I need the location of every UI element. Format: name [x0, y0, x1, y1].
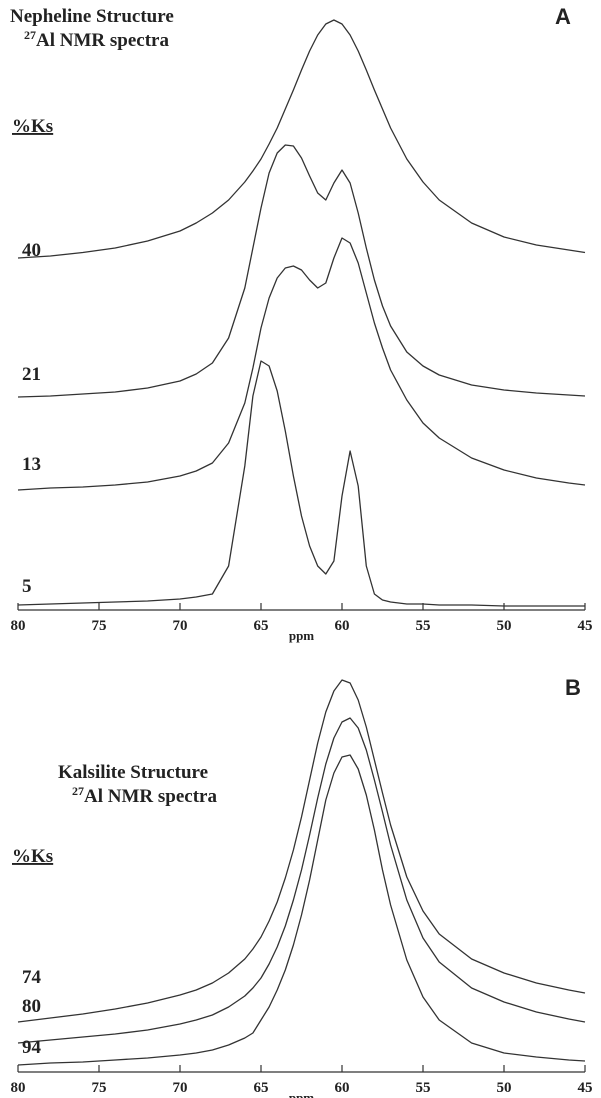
subtitle: 27Al NMR spectra: [72, 784, 217, 807]
subtitle-text: Al NMR spectra: [36, 30, 169, 51]
panel-letter: A: [555, 4, 571, 29]
spectrum: [17, 679, 586, 1023]
x-tick-label: 65: [254, 1080, 269, 1096]
x-tick-label: 80: [11, 618, 26, 634]
isotope: 27: [72, 784, 84, 798]
x-tick-label: 70: [173, 1080, 188, 1096]
title: Nepheline Structure: [10, 6, 174, 27]
subtitle-text: Al NMR spectra: [84, 786, 217, 807]
series-label: 21: [22, 364, 41, 385]
x-axis-label: ppm: [289, 1090, 314, 1098]
x-tick-label: 50: [497, 1080, 512, 1096]
x-axis-label: ppm: [289, 628, 314, 643]
series-label: 5: [22, 576, 32, 597]
x-tick-label: 65: [254, 618, 269, 634]
x-tick-label: 60: [335, 618, 350, 634]
subtitle: 27Al NMR spectra: [24, 28, 169, 51]
isotope: 27: [24, 28, 36, 42]
legend-title: %Ks: [12, 846, 53, 867]
x-tick-label: 45: [578, 618, 593, 634]
title: Kalsilite Structure: [58, 762, 208, 783]
series-label: 40: [22, 240, 41, 261]
x-tick-label: 55: [416, 1080, 431, 1096]
spectrum: [17, 360, 585, 607]
x-tick-label: 70: [173, 618, 188, 634]
x-tick-label: 60: [335, 1080, 350, 1096]
spectrum: [17, 717, 586, 1044]
series-label: 80: [22, 996, 41, 1017]
x-tick-label: 80: [11, 1080, 26, 1096]
x-tick-label: 75: [92, 1080, 107, 1096]
series-label: 13: [22, 454, 41, 475]
spectrum: [17, 237, 586, 491]
series-label: 74: [22, 967, 42, 988]
spectrum: [17, 19, 586, 259]
series-label: 94: [22, 1037, 42, 1058]
spectrum: [17, 144, 586, 398]
spectrum: [17, 754, 586, 1066]
legend-title: %Ks: [12, 116, 53, 137]
x-tick-label: 55: [416, 618, 431, 634]
x-tick-label: 50: [497, 618, 512, 634]
panel-letter: B: [565, 675, 581, 700]
x-tick-label: 75: [92, 618, 107, 634]
x-tick-label: 45: [578, 1080, 593, 1096]
